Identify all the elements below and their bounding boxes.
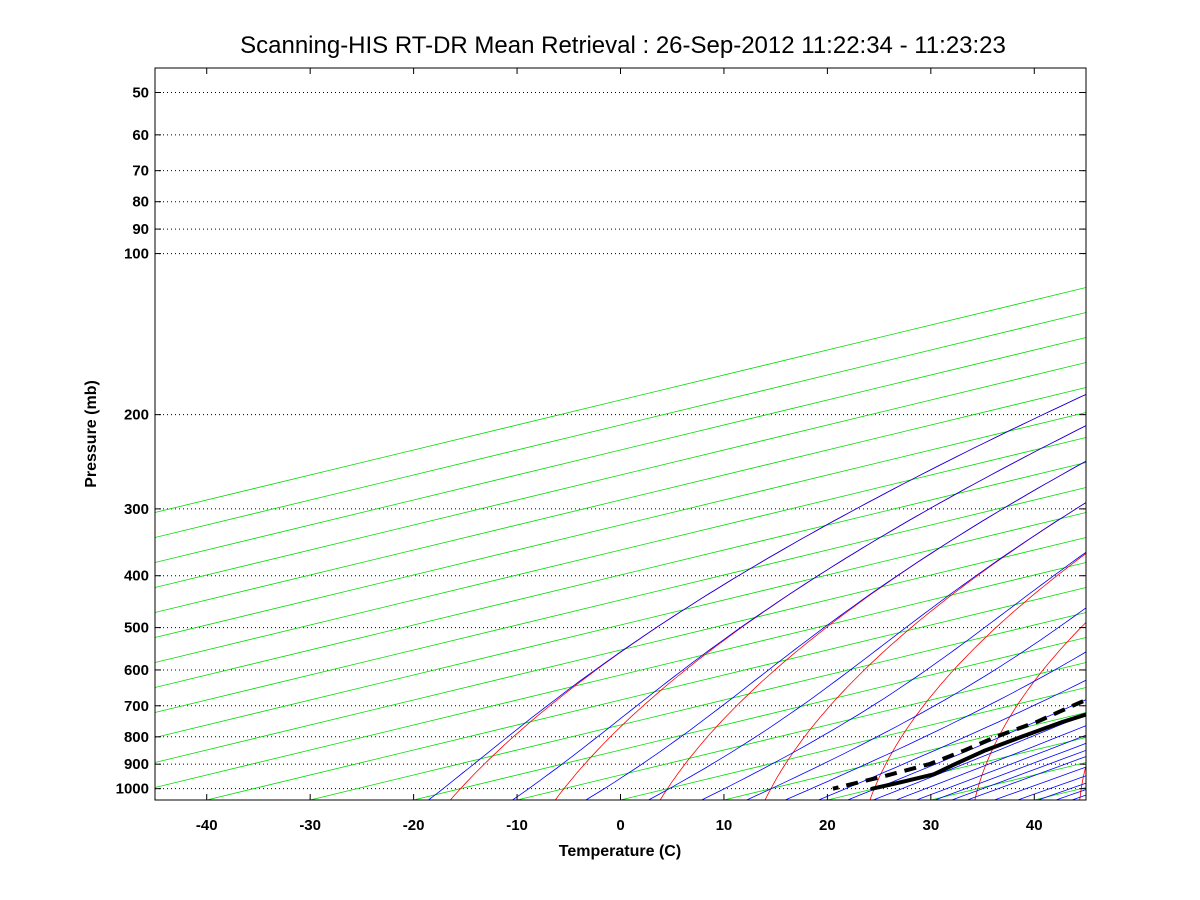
isotherm-line xyxy=(155,462,1086,688)
chart-title: Scanning-HIS RT-DR Mean Retrieval : 26-S… xyxy=(240,32,1006,59)
y-tick-label: 500 xyxy=(124,620,149,637)
isotherm-line xyxy=(155,487,1086,713)
isotherm-line xyxy=(155,562,1086,788)
moist-adiabat-line xyxy=(648,502,1086,800)
isotherm-line xyxy=(206,587,1086,800)
y-tick-label: 200 xyxy=(124,407,149,424)
y-axis-label: Pressure (mb) xyxy=(83,380,100,488)
x-tick-label: -30 xyxy=(299,817,321,834)
y-tick-label: 300 xyxy=(124,501,149,518)
x-tick-label: -40 xyxy=(196,817,218,834)
isotherm-line xyxy=(155,512,1086,738)
thermodynamic-background-lines xyxy=(155,287,1086,800)
moist-adiabat-line xyxy=(701,551,1086,800)
x-tick-label: 40 xyxy=(1026,817,1043,834)
moist-adiabat-line xyxy=(785,651,1086,800)
x-axis: -40 -30 -20 -10 0 10 20 30 40 xyxy=(196,68,1043,834)
y-tick-label: 80 xyxy=(132,194,149,211)
dry-adiabat-line xyxy=(659,460,1086,800)
isotherm-line xyxy=(155,412,1086,638)
y-tick-label: 50 xyxy=(132,84,149,101)
dry-adiabat-line xyxy=(974,621,1086,800)
isotherm-line xyxy=(155,387,1086,613)
isotherm-line xyxy=(155,537,1086,763)
x-tick-label: 20 xyxy=(819,817,836,834)
y-tick-label: 1000 xyxy=(116,781,149,798)
isotherm-line xyxy=(155,337,1086,563)
y-tick-label: 60 xyxy=(132,127,149,144)
x-tick-label: -20 xyxy=(403,817,425,834)
isotherm-line xyxy=(155,312,1086,538)
isotherm-line xyxy=(516,662,1086,800)
dry-adiabat-line xyxy=(764,502,1086,800)
isotherm-line xyxy=(155,287,1086,513)
y-tick-label: 90 xyxy=(132,221,149,238)
y-tick-label: 100 xyxy=(124,246,149,263)
isotherm-line xyxy=(155,362,1086,588)
sounding-profiles xyxy=(832,697,1086,791)
moist-adiabat-line xyxy=(585,460,1086,800)
x-tick-label: 10 xyxy=(716,817,733,834)
moist-adiabat-line xyxy=(746,607,1086,800)
x-tick-label: -10 xyxy=(506,817,528,834)
y-tick-label: 700 xyxy=(124,698,149,715)
x-tick-label: 30 xyxy=(922,817,939,834)
y-tick-label: 800 xyxy=(124,729,149,746)
isotherm-line xyxy=(413,637,1086,800)
dry-adiabat-line xyxy=(869,553,1086,800)
moist-adiabat-line xyxy=(512,425,1086,800)
y-tick-label: 70 xyxy=(132,163,149,180)
y-tick-label: 900 xyxy=(124,756,149,773)
x-tick-label: 0 xyxy=(616,817,624,834)
x-axis-label: Temperature (C) xyxy=(559,843,681,860)
y-tick-label: 400 xyxy=(124,568,149,585)
y-tick-label: 600 xyxy=(124,662,149,679)
y-axis: 50 60 70 80 90 100 200 300 400 500 600 700 800 900 100… xyxy=(116,84,1086,798)
isotherm-line xyxy=(310,612,1086,800)
dewpoint-profile-line xyxy=(832,697,1086,791)
moist-adiabat-line xyxy=(428,393,1086,800)
temperature-profile-line xyxy=(870,712,1086,791)
